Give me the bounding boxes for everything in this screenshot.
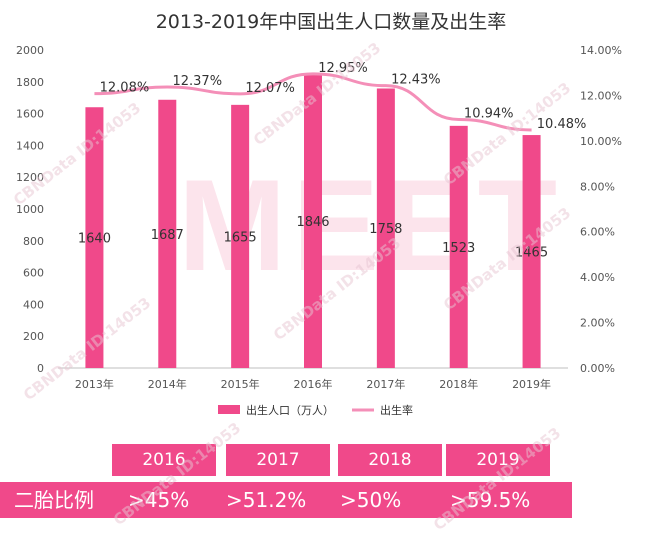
left-tick-label: 1200: [16, 171, 44, 184]
right-tick-label: 10.00%: [580, 135, 622, 148]
rate-line-layer: 12.08% 12.37% 12.07% 12.95% 12.43% 10.94% 10.4…: [94, 61, 586, 132]
chart: 2013-2019年中国出生人口数量及出生率 0 200 400 600 800 1000…: [16, 11, 622, 417]
left-tick-label: 1600: [16, 108, 44, 121]
rate-label: 12.95%: [318, 61, 368, 76]
left-tick-label: 1000: [16, 203, 44, 216]
year-box-2016: 2016: [112, 444, 216, 476]
x-tick-label: 2019年: [512, 377, 551, 391]
second-child-value-2016: >45%: [128, 488, 190, 512]
x-tick-label: 2016年: [294, 377, 333, 391]
right-tick-label: 2.00%: [580, 317, 615, 330]
x-tick-label: 2013年: [75, 377, 114, 391]
bar: [85, 107, 104, 369]
right-tick-label: 8.00%: [580, 180, 615, 193]
rate-label: 10.94%: [464, 107, 514, 122]
legend-line-label: 出生率: [380, 403, 413, 417]
bar: [158, 99, 177, 368]
second-child-value-2018: >50%: [340, 488, 402, 512]
right-tick-label: 0.00%: [580, 362, 615, 375]
bar-value-label: 1758: [369, 222, 402, 237]
right-tick-label: 14.00%: [580, 44, 622, 57]
legend-bar-label: 出生人口（万人）: [246, 403, 334, 417]
bar: [304, 74, 322, 369]
x-tick-label: 2014年: [148, 377, 187, 391]
x-tick-label: 2017年: [366, 377, 405, 391]
year-box-2017: 2017: [226, 444, 330, 476]
left-axis: 0 200 400 600 800 1000 1200 1400 1600 1800 2000: [16, 44, 568, 375]
bar-value-label: 1465: [515, 246, 548, 261]
right-tick-label: 12.00%: [580, 89, 622, 102]
x-tick-label: 2015年: [221, 377, 260, 391]
bar-value-label: 1687: [151, 228, 184, 243]
rate-label: 10.48%: [537, 117, 587, 132]
left-tick-label: 400: [23, 298, 44, 311]
bar: [522, 135, 541, 368]
rate-label: 12.43%: [391, 73, 441, 88]
second-child-label: 二胎比例: [14, 488, 94, 512]
left-tick-label: 200: [23, 330, 44, 343]
right-tick-label: 4.00%: [580, 271, 615, 284]
bar-value-label: 1655: [224, 230, 257, 245]
left-tick-label: 1400: [16, 139, 44, 152]
legend-bar-swatch: [218, 405, 240, 414]
left-tick-label: 0: [37, 362, 44, 375]
bars: 1640 1687 1655 1846 1758 1523 1465: [78, 74, 548, 369]
left-tick-label: 800: [23, 235, 44, 248]
x-labels: 2013年 2014年 2015年 2016年 2017年 2018年 2019年: [75, 377, 551, 391]
rate-label: 12.37%: [172, 74, 222, 89]
second-child-value-2019: >59.5%: [450, 488, 531, 512]
bar: [449, 125, 468, 368]
left-tick-label: 1800: [16, 76, 44, 89]
legend: 出生人口（万人） 出生率: [218, 403, 413, 417]
bar: [376, 88, 395, 368]
bar-value-label: 1640: [78, 232, 111, 247]
second-child-value-2017: >51.2%: [226, 488, 307, 512]
left-tick-label: 2000: [16, 44, 44, 57]
rate-label: 12.07%: [245, 81, 295, 96]
bar-value-label: 1846: [296, 215, 329, 230]
right-axis: 0.00% 2.00% 4.00% 6.00% 8.00% 10.00% 12.00% 14.…: [580, 44, 622, 375]
rate-line: [94, 72, 532, 132]
rate-label: 12.08%: [100, 81, 150, 96]
year-box-2018: 2018: [338, 444, 442, 476]
left-tick-label: 600: [23, 267, 44, 280]
bar: [231, 104, 250, 368]
bar-value-label: 1523: [442, 241, 475, 256]
x-tick-label: 2018年: [439, 377, 478, 391]
second-child-banner: 二胎比例 >45% >51.2% >50% >59.5%: [0, 482, 572, 518]
chart-title: 2013-2019年中国出生人口数量及出生率: [156, 11, 507, 33]
right-tick-label: 6.00%: [580, 226, 615, 239]
year-box-2019: 2019: [446, 444, 550, 476]
